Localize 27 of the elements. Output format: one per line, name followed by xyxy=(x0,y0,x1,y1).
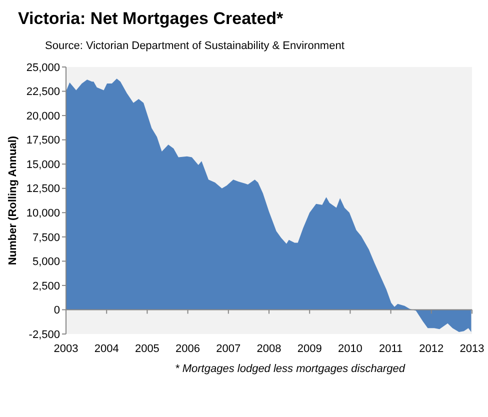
x-tick-label: 2003 xyxy=(54,343,78,355)
y-tick-label: 17,500 xyxy=(26,134,60,147)
x-tick-label: 2004 xyxy=(94,343,119,355)
x-tick-label: 2009 xyxy=(297,343,322,355)
x-tick-label: 2011 xyxy=(378,343,403,355)
y-tick-label: 20,000 xyxy=(26,110,60,122)
y-axis-title: Number (Rolling Annual) xyxy=(7,136,19,266)
y-tick-label: 12,500 xyxy=(26,183,60,196)
y-tick-label: 10,000 xyxy=(26,207,60,220)
y-tick-label: 22,500 xyxy=(26,86,60,98)
y-tick-label: 0 xyxy=(54,304,60,317)
y-tick-label: 2,500 xyxy=(32,280,60,292)
x-tick-label: 2008 xyxy=(256,343,282,355)
x-tick-label: 2007 xyxy=(216,343,241,355)
x-tick-label: 2012 xyxy=(419,343,444,355)
y-tick-label: -2,500 xyxy=(28,328,60,341)
x-tick-label: 2005 xyxy=(134,343,160,355)
text: * Mortgages lodged less mortgages discharged xyxy=(175,363,406,375)
y-tick-label: 15,000 xyxy=(26,158,60,171)
y-tick-label: 7,500 xyxy=(32,232,60,244)
y-tick-label: 25,000 xyxy=(26,62,60,74)
x-tick-label: 2006 xyxy=(176,343,200,355)
chart-subtitle: Source: Victorian Department of Sustainability & Environment xyxy=(45,40,344,52)
x-tick-label: 2013 xyxy=(460,343,484,355)
x-tick-label: 2010 xyxy=(338,343,362,355)
y-tick-label: 5,000 xyxy=(32,256,60,268)
chart-title: Victoria: Net Mortgages Created* xyxy=(18,9,284,28)
